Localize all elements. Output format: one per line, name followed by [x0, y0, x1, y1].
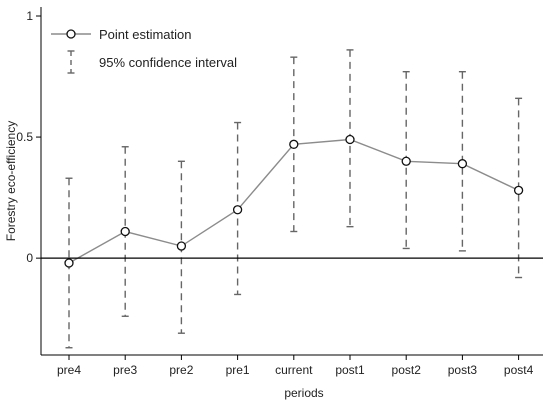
estimate-points — [64, 134, 524, 268]
legend-point-swatch — [66, 29, 76, 39]
legend: Point estimation 95% confidence interval — [51, 27, 237, 74]
data-point-post4 — [513, 185, 524, 195]
axes: 0 0.5 1 pre4 pre3 pre2 pre1 current post1 post2 po… — [4, 7, 543, 400]
x-tick-label: pre4 — [57, 363, 81, 377]
x-tick-label: post3 — [448, 363, 478, 377]
y-tick-label: 0.5 — [16, 130, 33, 144]
y-tick-label: 1 — [26, 9, 33, 23]
confidence-intervals — [65, 49, 523, 349]
legend-ci-label: 95% confidence interval — [99, 55, 237, 70]
x-tick-label: post2 — [392, 363, 422, 377]
x-tick-label: pre3 — [113, 363, 137, 377]
data-point-pre4 — [64, 258, 74, 268]
data-point-pre1 — [232, 205, 243, 215]
data-point-post3 — [457, 159, 468, 169]
x-tick-label: post1 — [335, 363, 365, 377]
y-tick-label: 0 — [26, 251, 33, 265]
x-tick-label: current — [275, 363, 313, 377]
x-tick-label: pre2 — [169, 363, 193, 377]
data-point-pre2 — [176, 241, 187, 251]
data-point-post1 — [345, 134, 355, 145]
y-axis-title: Forestry eco-efficiency — [4, 121, 18, 242]
x-tick-label: pre1 — [226, 363, 250, 377]
data-point-pre3 — [120, 226, 130, 237]
x-axis-title: periods — [284, 386, 323, 400]
legend-point-label: Point estimation — [99, 27, 192, 42]
data-point-post2 — [401, 156, 411, 166]
data-point-current — [289, 139, 299, 149]
x-tick-label: post4 — [504, 363, 534, 377]
